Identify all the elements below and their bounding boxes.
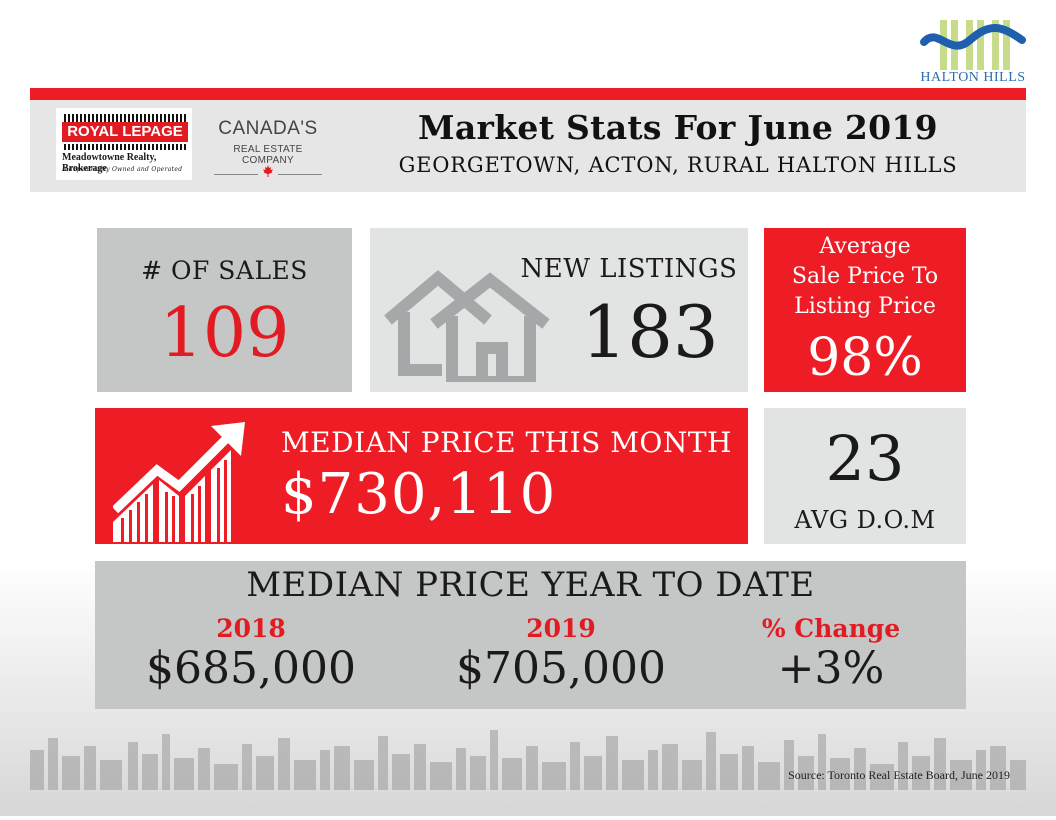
ratio-label-line-1: Average <box>819 234 911 259</box>
ytd-2018-value: $685,000 <box>146 643 356 694</box>
ratio-label: Average Sale Price To Listing Price <box>764 232 966 322</box>
sales-label: # OF SALES <box>141 256 308 285</box>
divider-left <box>214 174 258 175</box>
logo-bars-top <box>64 114 186 122</box>
brokerage-name: Meadowtowne Realty, Brokerage <box>62 152 157 174</box>
median-month-value: $730,110 <box>281 462 557 527</box>
ratio-value: 98% <box>807 328 923 388</box>
canadas-real-estate-logo: CANADA'S REAL ESTATE COMPANY <box>206 118 330 180</box>
source-note: Source: Toronto Real Estate Board, June … <box>788 768 1010 782</box>
ratio-label-line-3: Listing Price <box>794 294 936 319</box>
avg-dom-tile: 23 AVG D.O.M <box>764 408 966 544</box>
ytd-column-2018: 2018 $685,000 <box>121 613 381 693</box>
page-subtitle: GEORGETOWN, ACTON, RURAL HALTON HILLS <box>398 153 958 177</box>
brokerage-tagline: Independently Owned and Operated <box>62 166 183 173</box>
header-red-rule <box>30 88 1026 100</box>
ytd-column-change: % Change +3% <box>701 613 961 693</box>
canada-line-1: CANADA'S <box>218 118 318 139</box>
ratio-label-line-2: Sale Price To <box>791 264 939 289</box>
rising-chart-icon <box>113 422 245 542</box>
sale-to-list-ratio-tile: Average Sale Price To Listing Price 98% <box>764 228 966 392</box>
logo-bars-bottom <box>64 144 186 150</box>
sales-tile: # OF SALES 109 <box>97 228 352 392</box>
ytd-column-2019: 2019 $705,000 <box>431 613 691 693</box>
new-listings-value: 183 <box>581 290 719 374</box>
ytd-change-value: +3% <box>777 643 885 694</box>
royal-lepage-name: ROYAL LEPAGE <box>62 122 188 142</box>
houses-icon <box>384 270 550 382</box>
divider-right <box>278 174 322 175</box>
median-ytd-tile: MEDIAN PRICE YEAR TO DATE 2018 $685,000 … <box>95 561 966 709</box>
page-title: Market Stats For June 2019 <box>418 108 938 147</box>
new-listings-tile: NEW LISTINGS 183 <box>370 228 748 392</box>
median-price-month-tile: MEDIAN PRICE THIS MONTH $730,110 <box>95 408 748 544</box>
avg-dom-label: AVG D.O.M <box>794 506 936 534</box>
ytd-2019-value: $705,000 <box>456 643 666 694</box>
ytd-heading: MEDIAN PRICE YEAR TO DATE <box>246 565 815 605</box>
royal-lepage-logo: ROYAL LEPAGE Meadowtowne Realty, Brokera… <box>56 108 192 180</box>
header-band <box>30 100 1026 192</box>
new-listings-label: NEW LISTINGS <box>520 254 738 284</box>
halton-hills-logo <box>918 18 1028 90</box>
ytd-change-label: % Change <box>761 614 901 643</box>
canada-line-2: REAL ESTATE COMPANY <box>233 144 303 166</box>
ytd-2019-label: 2019 <box>526 614 596 643</box>
avg-dom-value: 23 <box>825 422 905 495</box>
skyline-illustration <box>30 730 1026 790</box>
ytd-2018-label: 2018 <box>216 614 286 643</box>
maple-leaf-icon <box>263 165 273 177</box>
median-month-label: MEDIAN PRICE THIS MONTH <box>281 426 732 459</box>
halton-hills-text: HALTON HILLS <box>920 70 1026 85</box>
sales-value: 109 <box>159 294 290 373</box>
